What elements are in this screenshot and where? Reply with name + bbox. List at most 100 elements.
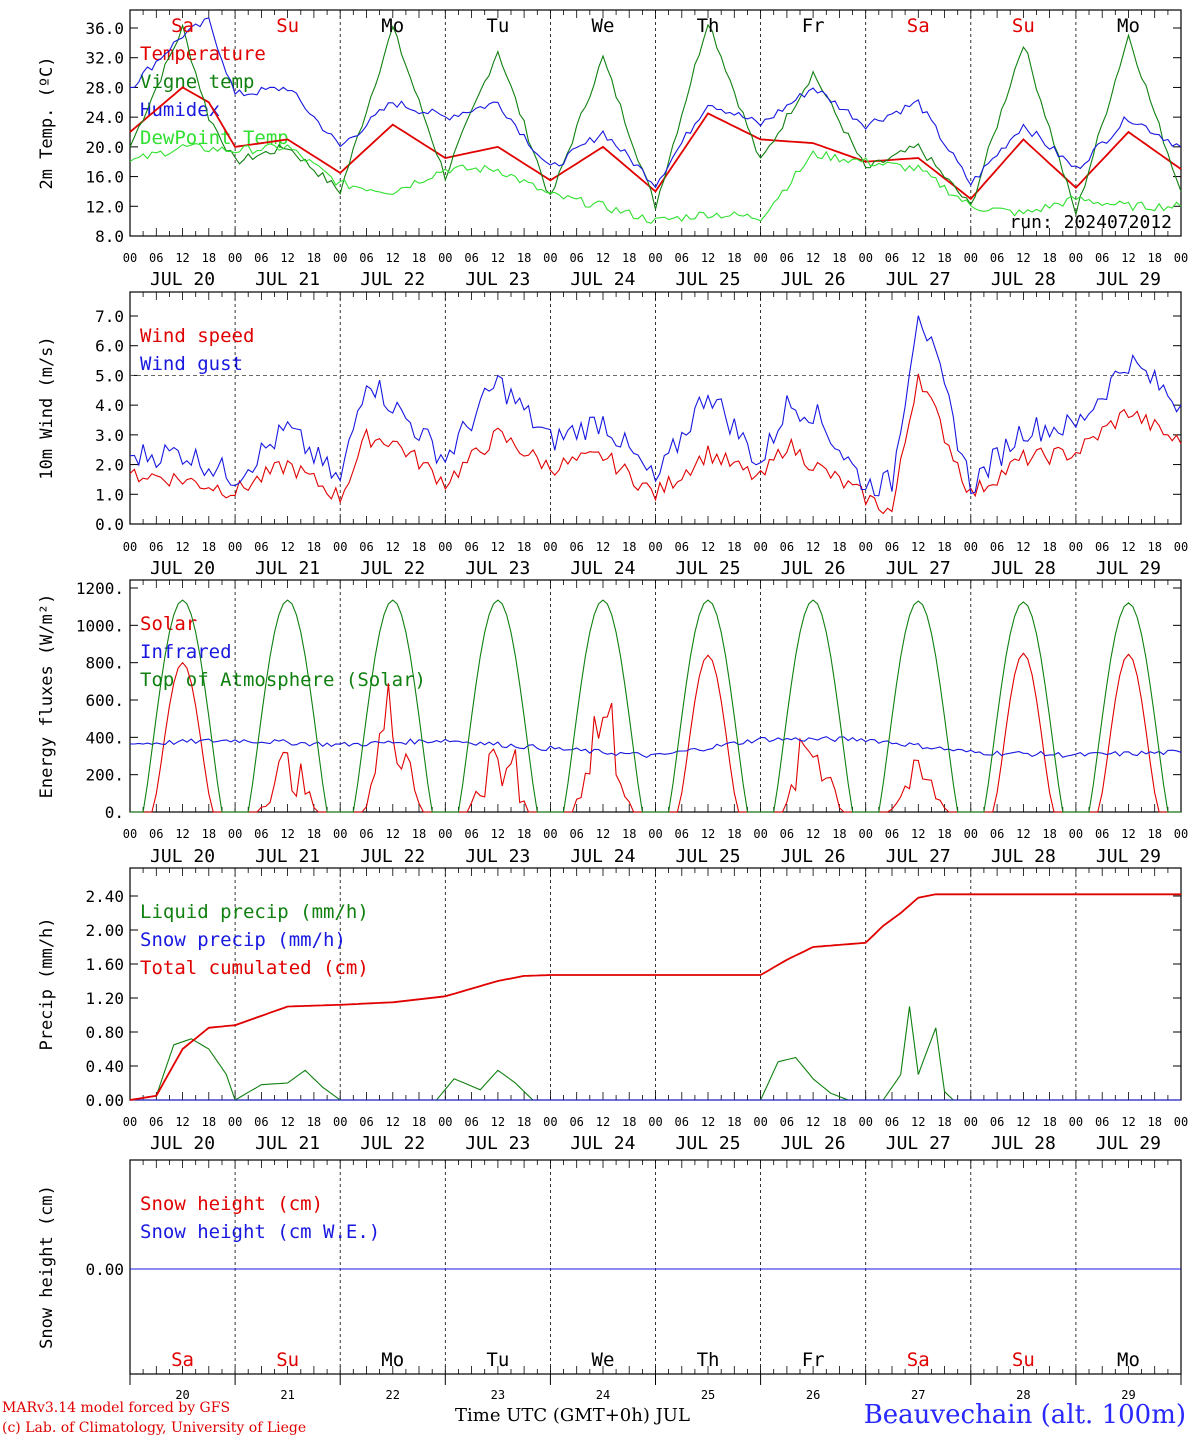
y-tick-label: 1.60	[85, 955, 124, 974]
hour-tick-label: 00	[964, 251, 978, 265]
weekday-label: Su	[1012, 15, 1035, 37]
hour-tick-label: 12	[1121, 827, 1135, 841]
hour-tick-label: 18	[517, 251, 531, 265]
hour-tick-label: 18	[517, 827, 531, 841]
hour-tick-label: 18	[1147, 251, 1161, 265]
date-label: JUL 25	[676, 269, 741, 290]
legend-entry: Snow height (cm)	[140, 1193, 323, 1215]
hour-tick-label: 12	[911, 540, 925, 554]
y-axis-title: Energy fluxes (W/m²)	[37, 594, 57, 799]
hour-tick-label: 00	[543, 827, 557, 841]
y-tick-label: 800.	[85, 654, 124, 673]
y-tick-label: 8.0	[95, 227, 124, 246]
weekday-label: Th	[697, 1349, 720, 1371]
hour-tick-label: 12	[491, 827, 505, 841]
hour-tick-label: 00	[1069, 540, 1083, 554]
y-tick-label: 3.0	[95, 426, 124, 445]
weekday-label: Su	[1012, 1349, 1035, 1371]
legend-entry: Wind speed	[140, 325, 254, 347]
hour-tick-label: 18	[937, 251, 951, 265]
hour-tick-label: 00	[648, 1115, 662, 1129]
legend-entry: Wind gust	[140, 353, 243, 375]
hour-tick-label: 18	[1147, 540, 1161, 554]
hour-tick-label: 06	[569, 251, 583, 265]
hour-ticks	[129, 580, 1182, 812]
weekday-label: Th	[697, 15, 720, 37]
model-credit: MARv3.14 model forced by GFS	[2, 1400, 231, 1416]
hour-tick-label: 18	[622, 540, 636, 554]
hour-tick-label: 06	[254, 251, 268, 265]
hour-tick-label: 12	[280, 251, 294, 265]
date-label: JUL 26	[781, 1133, 846, 1154]
date-label: JUL 24	[570, 558, 635, 579]
hour-tick-label: 12	[175, 540, 189, 554]
weekday-label: Su	[276, 1349, 299, 1371]
y-tick-label: 20.0	[85, 138, 124, 157]
hour-tick-label: 12	[806, 540, 820, 554]
station-name: Beauvechain (alt. 100m)	[863, 1400, 1186, 1430]
hour-tick-label: 12	[491, 540, 505, 554]
hour-tick-label: 18	[622, 251, 636, 265]
hour-tick-label: 06	[359, 540, 373, 554]
x-axis-title: Time UTC (GMT+0h) JUL	[455, 1405, 690, 1426]
hour-tick-label: 18	[412, 251, 426, 265]
hour-tick-label: 12	[1121, 1115, 1135, 1129]
date-label: JUL 29	[1096, 269, 1161, 290]
y-tick-label: 0.	[105, 803, 124, 822]
date-label: JUL 21	[255, 269, 320, 290]
legend-entry: Total cumulated (cm)	[140, 957, 369, 979]
weekday-label: Mo	[1117, 1349, 1140, 1371]
y-tick-label: 0.0	[95, 515, 124, 534]
hour-tick-label: 00	[228, 1115, 242, 1129]
hour-tick-label: 06	[885, 540, 899, 554]
legend-entry: Temperature	[140, 43, 266, 65]
hour-tick-label: 06	[359, 1115, 373, 1129]
hour-tick-label: 18	[727, 827, 741, 841]
hour-tick-label: 06	[780, 251, 794, 265]
hour-ticks	[129, 292, 1182, 524]
hour-tick-label: 18	[412, 540, 426, 554]
y-tick-label: 4.0	[95, 396, 124, 415]
hour-tick-label: 00	[333, 827, 347, 841]
weekday-label: Mo	[381, 15, 404, 37]
y-tick-label: 36.0	[85, 19, 124, 38]
legend-entry: Top of Atmosphere (Solar)	[140, 669, 426, 691]
hour-tick-label: 00	[1174, 540, 1188, 554]
day-number-label: 28	[1016, 1388, 1030, 1402]
series-line	[129, 893, 1181, 1101]
date-label: JUL 21	[255, 846, 320, 867]
hour-tick-label: 18	[1147, 827, 1161, 841]
legend-entry: Liquid precip (mm/h)	[140, 901, 369, 923]
y-tick-label: 200.	[85, 766, 124, 785]
hour-tick-label: 00	[1174, 827, 1188, 841]
hour-tick-label: 06	[1095, 540, 1109, 554]
date-label: JUL 28	[991, 269, 1056, 290]
hour-tick-label: 00	[648, 251, 662, 265]
day-number-label: 24	[596, 1388, 610, 1402]
hour-tick-label: 18	[937, 1115, 951, 1129]
hour-tick-label: 06	[569, 540, 583, 554]
hour-tick-label: 00	[1174, 251, 1188, 265]
hour-tick-label: 12	[806, 827, 820, 841]
hour-tick-label: 12	[175, 251, 189, 265]
day-number-label: 20	[175, 1388, 189, 1402]
hour-tick-label: 06	[569, 1115, 583, 1129]
hour-tick-label: 12	[1121, 251, 1135, 265]
hour-tick-label: 06	[254, 540, 268, 554]
y-tick-label: 12.0	[85, 197, 124, 216]
hour-tick-label: 18	[622, 827, 636, 841]
date-label: JUL 26	[781, 269, 846, 290]
hour-tick-label: 06	[675, 1115, 689, 1129]
hour-tick-label: 06	[464, 1115, 478, 1129]
hour-tick-label: 00	[333, 540, 347, 554]
hour-tick-label: 06	[149, 1115, 163, 1129]
date-label: JUL 20	[150, 558, 215, 579]
hour-tick-label: 18	[1042, 827, 1056, 841]
date-label: JUL 23	[465, 846, 530, 867]
hour-tick-label: 18	[412, 827, 426, 841]
date-label: JUL 23	[465, 1133, 530, 1154]
weekday-label: Tu	[486, 1349, 509, 1371]
date-label: JUL 25	[676, 558, 741, 579]
legend-entry: DewPoint Temp	[140, 127, 289, 149]
date-label: JUL 22	[360, 1133, 425, 1154]
